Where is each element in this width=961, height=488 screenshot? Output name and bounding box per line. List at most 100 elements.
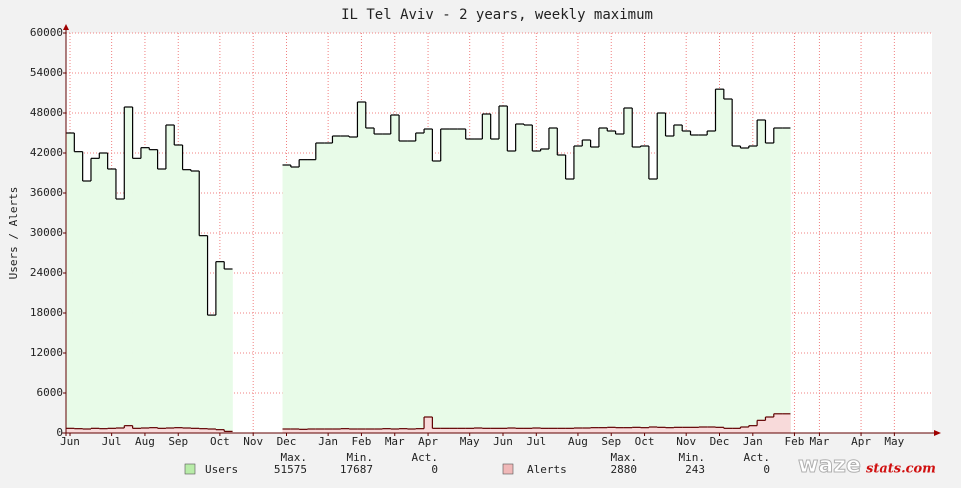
x-tick-label: Apr (418, 435, 438, 448)
area-step (199, 235, 208, 433)
area-step (532, 428, 541, 433)
area-step (540, 149, 550, 433)
y-tick-label: 30000 (30, 226, 63, 239)
x-tick-label: Aug (568, 435, 588, 448)
area-step (598, 427, 608, 433)
area-step (174, 427, 183, 433)
area-step (565, 428, 575, 433)
area-step (124, 107, 133, 433)
area-step (66, 133, 75, 433)
area-step (449, 428, 458, 433)
area-step (474, 428, 483, 433)
x-tick-label: Oct (210, 435, 230, 448)
area-step (665, 136, 675, 433)
area-step (715, 89, 725, 434)
area-step (182, 169, 192, 433)
area-step (182, 428, 192, 433)
area-step (82, 429, 92, 433)
area-step (523, 125, 533, 433)
axes (62, 24, 941, 436)
area-step (490, 139, 500, 433)
x-tick-label: Sep (601, 435, 621, 448)
area-step (640, 146, 650, 433)
area-step (732, 146, 741, 433)
area-step (365, 128, 375, 433)
area-step (382, 134, 392, 433)
area-step (74, 428, 83, 433)
y-tick-label: 54000 (30, 66, 63, 79)
area-step (190, 428, 200, 433)
area-step (315, 429, 325, 433)
area-step (90, 428, 100, 433)
area-step (149, 427, 158, 433)
area-step (474, 139, 483, 433)
stat-value: 0 (431, 463, 438, 476)
area-step (115, 428, 125, 433)
x-tick-label: Feb (352, 435, 372, 448)
area-step (415, 428, 425, 433)
x-tick-label: Jan (318, 435, 338, 448)
area-step (582, 428, 591, 433)
area-step (99, 428, 108, 433)
area-step (457, 428, 466, 433)
area-step (74, 151, 83, 433)
area-step (224, 269, 233, 433)
area-step (707, 131, 716, 433)
area-step (623, 427, 633, 433)
area-step (407, 141, 417, 433)
area-step (632, 427, 641, 433)
y-tick-label: 48000 (30, 106, 63, 119)
area-step (140, 428, 150, 433)
area-step (440, 129, 450, 433)
area-step (324, 429, 333, 433)
area-step (165, 125, 175, 433)
area-step (665, 427, 675, 433)
area-step (515, 428, 525, 433)
area-step (773, 413, 783, 433)
area-step (757, 120, 766, 433)
watermark: waze stats.com (798, 453, 936, 479)
x-tick-label: Jun (60, 435, 80, 448)
x-axis-arrow (934, 430, 941, 436)
area-step (557, 428, 566, 433)
legend-label: Alerts (527, 463, 567, 476)
area-step (432, 428, 442, 433)
area-step (157, 428, 167, 433)
area-step (690, 427, 700, 433)
area-step (590, 147, 600, 433)
area-step (99, 153, 108, 433)
y-tick-label: 24000 (30, 266, 63, 279)
y-tick-label: 42000 (30, 146, 63, 159)
x-tick-label: Aug (135, 435, 155, 448)
marks (66, 88, 791, 434)
y-tick-label: 6000 (37, 386, 64, 399)
area-step (615, 427, 625, 433)
stat-header: Max. (281, 451, 308, 464)
area-step (540, 428, 550, 433)
area-step (673, 125, 683, 433)
area-step (282, 429, 292, 433)
area-step (607, 131, 616, 433)
area-step (673, 427, 683, 433)
area-step (332, 429, 342, 433)
area-step (557, 155, 566, 433)
area-step (207, 429, 217, 433)
area-step (357, 102, 367, 433)
area-step (482, 114, 491, 433)
area-step (124, 425, 133, 433)
area-step (748, 146, 758, 433)
area-step (648, 179, 658, 433)
legend-swatch (184, 463, 196, 475)
area-step (207, 315, 217, 433)
area-step (740, 427, 750, 433)
area-step (374, 429, 383, 433)
area-step (757, 420, 766, 433)
area-step (282, 165, 292, 433)
x-tick-label: Nov (243, 435, 263, 448)
x-tick-label: Mar (809, 435, 829, 448)
x-tick-label: May (460, 435, 480, 448)
area-step (765, 143, 775, 433)
area-step (573, 428, 583, 433)
watermark-logo: waze (798, 453, 861, 478)
